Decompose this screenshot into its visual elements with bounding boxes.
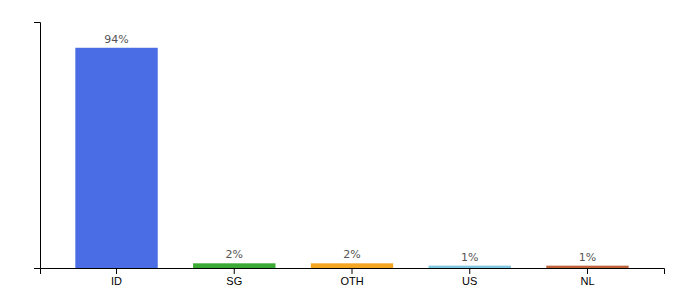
bar: [193, 263, 275, 268]
x-tick-label: ID: [111, 275, 122, 287]
x-tick-label: SG: [226, 275, 242, 287]
x-tick-mark: [234, 268, 235, 274]
x-tick: OTH: [340, 268, 363, 287]
data-label: 1%: [461, 251, 478, 264]
x-axis: ID SG OTH US NL: [41, 268, 665, 287]
bar: [311, 263, 393, 268]
x-tick-mark: [116, 268, 117, 274]
bar: [546, 266, 628, 268]
bar: [429, 266, 511, 268]
data-label: 2%: [343, 248, 360, 261]
x-tick-mark: [587, 268, 588, 274]
data-label: 1%: [579, 251, 596, 264]
x-tick-label: NL: [580, 275, 594, 287]
x-tick: US: [462, 268, 477, 287]
plot: 94% 2% 2% 1% 1% ID SG OTH US NL: [34, 23, 665, 287]
x-tick-mark: [469, 268, 470, 274]
x-tick-label: OTH: [340, 275, 363, 287]
x-tick: NL: [580, 268, 594, 287]
data-label: 94%: [104, 33, 128, 46]
chart-container: 94% 2% 2% 1% 1% ID SG OTH US NL: [0, 0, 680, 300]
x-axis-line: [41, 269, 665, 275]
data-label: 2%: [226, 248, 243, 261]
bar: [75, 48, 157, 268]
x-tick-mark: [352, 268, 353, 274]
y-axis-line: [34, 23, 41, 269]
x-tick: ID: [111, 268, 122, 287]
x-tick-label: US: [462, 275, 477, 287]
x-tick: SG: [226, 268, 242, 287]
chart-svg: 94% 2% 2% 1% 1% ID SG OTH US NL: [0, 0, 680, 300]
y-axis: [34, 23, 41, 269]
data-labels: 94% 2% 2% 1% 1%: [104, 33, 596, 264]
bars: [75, 48, 628, 268]
